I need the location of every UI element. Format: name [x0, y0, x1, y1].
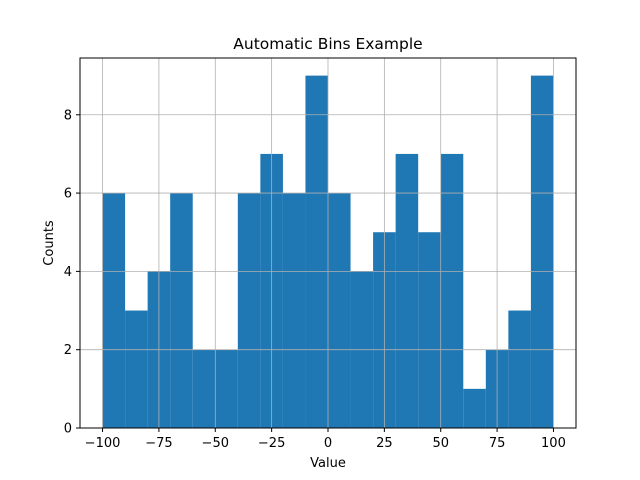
histogram-bar [530, 75, 554, 428]
histogram-bar [170, 193, 193, 428]
x-tick-label: 50 [432, 436, 449, 451]
x-tick-label: −75 [145, 436, 172, 451]
y-axis-label: Counts [42, 220, 57, 266]
histogram-bar [282, 193, 306, 428]
x-tick-label: −100 [85, 436, 121, 451]
y-tick-label: 2 [64, 343, 72, 358]
histogram-bar [440, 153, 464, 429]
histogram-bar [125, 310, 148, 428]
y-tick-label: 8 [64, 108, 72, 123]
histogram-bar [102, 193, 126, 428]
y-tick-label: 0 [64, 422, 72, 437]
x-tick-label: −25 [258, 436, 285, 451]
y-tick-label: 6 [64, 187, 72, 202]
histogram-bar [418, 232, 441, 428]
bars [102, 75, 554, 429]
chart-title: Automatic Bins Example [233, 35, 422, 53]
histogram-bar [237, 193, 261, 428]
axis-ticks: −100 −75 −50 −25 0 25 50 75 100 0 2 4 6 8 [64, 108, 566, 451]
histogram-bar [463, 388, 486, 428]
histogram-bar [215, 349, 238, 428]
x-tick-label: 100 [541, 436, 566, 451]
x-tick-label: 0 [324, 436, 332, 451]
x-axis-label: Value [310, 456, 346, 471]
x-tick-label: 25 [376, 436, 393, 451]
histogram-bar [192, 349, 216, 428]
x-tick-label: 75 [489, 436, 506, 451]
histogram-bar [328, 193, 351, 428]
histogram-bar [305, 75, 328, 428]
x-tick-label: −50 [202, 436, 229, 451]
y-tick-label: 4 [64, 265, 72, 280]
histogram-bar [395, 153, 419, 429]
histogram-bar [508, 310, 531, 428]
